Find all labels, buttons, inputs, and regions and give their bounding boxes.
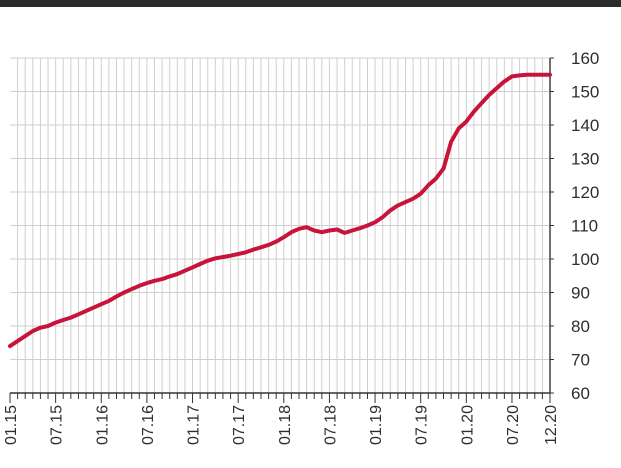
x-tick-label: 12.20: [543, 405, 560, 445]
x-tick-label: 07.18: [322, 405, 339, 445]
y-tick-label: 100: [571, 250, 599, 269]
y-tick-label: 80: [571, 317, 590, 336]
x-tick-label: 01.16: [94, 405, 111, 445]
x-tick-label: 07.16: [140, 405, 157, 445]
y-tick-label: 120: [571, 183, 599, 202]
x-tick-label: 07.19: [414, 405, 431, 445]
x-tick-label: 01.20: [459, 405, 476, 445]
series-group: [8, 72, 552, 349]
series-line: [8, 72, 552, 349]
x-axis-ticks: 01.15 07.15 01.16 07.16 01.17 07.17 01.18 07.18…: [3, 393, 560, 445]
x-tick-label: 01.18: [277, 405, 294, 445]
x-tick-label: 07.20: [505, 405, 522, 445]
y-tick-label: 70: [571, 351, 590, 370]
x-tick-label: 01.17: [186, 405, 203, 445]
y-tick-label: 150: [571, 83, 599, 102]
top-bar: [0, 0, 621, 7]
y-tick-label: 90: [571, 284, 590, 303]
x-tick-label: 01.19: [368, 405, 385, 445]
x-tick-label: 07.15: [49, 405, 66, 445]
y-tick-label: 60: [571, 384, 590, 403]
x-tick-label: 01.15: [3, 405, 20, 445]
y-tick-label: 160: [571, 49, 599, 68]
x-tick-label: 07.17: [231, 405, 248, 445]
grid: [10, 57, 550, 393]
y-tick-label: 130: [571, 150, 599, 169]
y-tick-label: 110: [571, 217, 598, 236]
y-tick-label: 140: [571, 116, 599, 135]
y-axis-ticks: 60 70 80 90 100 110 120 130 140 150 160: [550, 49, 599, 403]
